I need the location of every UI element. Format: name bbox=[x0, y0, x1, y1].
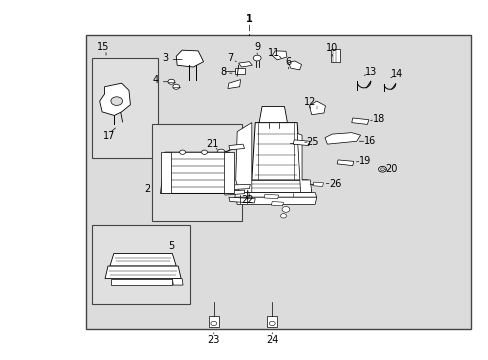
Circle shape bbox=[201, 150, 207, 154]
Text: 18: 18 bbox=[372, 114, 385, 124]
Polygon shape bbox=[228, 144, 244, 150]
Polygon shape bbox=[111, 279, 172, 285]
Bar bbox=[152, 125, 242, 221]
Text: 24: 24 bbox=[265, 334, 278, 345]
Circle shape bbox=[172, 84, 179, 89]
Bar bbox=[208, 316, 218, 327]
Circle shape bbox=[269, 321, 275, 325]
Text: 1: 1 bbox=[245, 14, 252, 24]
Text: 9: 9 bbox=[254, 42, 260, 52]
Polygon shape bbox=[172, 279, 183, 285]
Circle shape bbox=[282, 207, 289, 212]
Polygon shape bbox=[288, 61, 301, 70]
Text: 17: 17 bbox=[102, 131, 115, 141]
Text: 8: 8 bbox=[220, 67, 225, 77]
Text: 10: 10 bbox=[325, 43, 338, 53]
Circle shape bbox=[179, 150, 185, 154]
Polygon shape bbox=[110, 253, 176, 266]
Text: 15: 15 bbox=[97, 42, 109, 51]
Bar bbox=[330, 49, 339, 62]
Polygon shape bbox=[325, 133, 360, 144]
Polygon shape bbox=[251, 123, 300, 180]
Polygon shape bbox=[235, 197, 316, 204]
Text: 23: 23 bbox=[207, 334, 220, 345]
Text: 25: 25 bbox=[306, 137, 318, 147]
Polygon shape bbox=[259, 107, 287, 123]
Text: 19: 19 bbox=[359, 156, 371, 166]
Circle shape bbox=[111, 97, 122, 105]
Text: 2: 2 bbox=[143, 184, 150, 194]
Text: 21: 21 bbox=[206, 139, 219, 149]
Polygon shape bbox=[272, 51, 286, 60]
Polygon shape bbox=[293, 140, 309, 145]
Circle shape bbox=[280, 214, 286, 218]
Polygon shape bbox=[223, 152, 233, 193]
Polygon shape bbox=[297, 134, 311, 193]
Polygon shape bbox=[238, 62, 252, 67]
Polygon shape bbox=[351, 118, 368, 125]
Text: 11: 11 bbox=[267, 48, 280, 58]
Bar bbox=[92, 225, 189, 304]
Text: 5: 5 bbox=[168, 241, 174, 251]
Text: 16: 16 bbox=[363, 136, 375, 145]
Polygon shape bbox=[235, 123, 251, 193]
Circle shape bbox=[210, 321, 216, 325]
Polygon shape bbox=[100, 83, 130, 116]
Polygon shape bbox=[221, 184, 250, 190]
Text: 4: 4 bbox=[152, 75, 159, 85]
Polygon shape bbox=[234, 193, 316, 197]
Bar bbox=[234, 68, 245, 74]
Text: 14: 14 bbox=[390, 69, 403, 79]
Polygon shape bbox=[176, 50, 203, 67]
Text: 22: 22 bbox=[241, 195, 254, 205]
Bar bbox=[92, 58, 158, 158]
Polygon shape bbox=[228, 197, 255, 203]
Text: 12: 12 bbox=[304, 97, 316, 107]
Circle shape bbox=[217, 149, 224, 155]
Text: 13: 13 bbox=[365, 67, 377, 77]
Polygon shape bbox=[160, 152, 170, 193]
Circle shape bbox=[380, 168, 384, 171]
Circle shape bbox=[167, 79, 174, 84]
Text: 3: 3 bbox=[162, 53, 168, 63]
Polygon shape bbox=[271, 202, 283, 206]
Text: 6: 6 bbox=[285, 57, 291, 67]
Polygon shape bbox=[160, 152, 233, 193]
Polygon shape bbox=[224, 190, 244, 195]
Bar bbox=[86, 35, 470, 329]
Polygon shape bbox=[227, 80, 240, 89]
Circle shape bbox=[378, 166, 386, 172]
Polygon shape bbox=[336, 160, 353, 166]
Polygon shape bbox=[105, 266, 181, 279]
Text: 7: 7 bbox=[226, 53, 232, 63]
Polygon shape bbox=[309, 101, 325, 115]
Circle shape bbox=[253, 55, 261, 61]
Polygon shape bbox=[239, 180, 311, 193]
Text: 20: 20 bbox=[385, 164, 397, 174]
Bar bbox=[267, 316, 277, 327]
Polygon shape bbox=[312, 182, 323, 186]
Text: 26: 26 bbox=[328, 179, 341, 189]
Polygon shape bbox=[264, 194, 278, 199]
